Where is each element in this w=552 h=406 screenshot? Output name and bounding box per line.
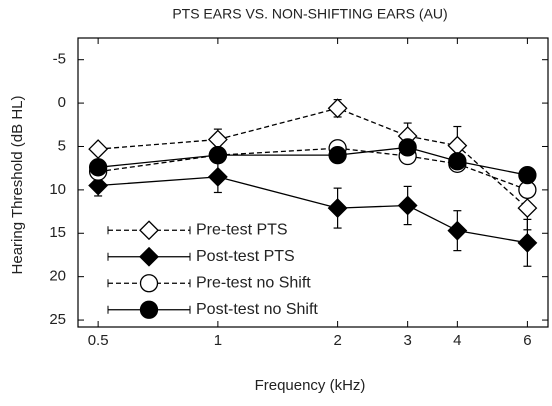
marker <box>397 195 418 216</box>
y-axis-label: Hearing Threshold (dB HL) <box>9 96 26 275</box>
chart-title: PTS EARS VS. NON-SHIFTING EARS (AU) <box>172 6 447 22</box>
marker <box>88 139 109 160</box>
marker <box>518 165 537 185</box>
marker <box>207 129 228 150</box>
y-tick-label: 0 <box>58 94 66 111</box>
x-tick-label: 3 <box>403 332 411 349</box>
marker <box>208 146 228 165</box>
series-line <box>98 176 528 244</box>
marker <box>398 138 417 157</box>
series-line <box>98 146 528 176</box>
marker <box>88 175 109 196</box>
legend-label: Pre-test no Shift <box>196 274 311 291</box>
marker <box>207 166 228 187</box>
x-tick-label: 0.5 <box>88 332 109 349</box>
marker <box>517 232 538 253</box>
x-tick-label: 1 <box>214 332 222 349</box>
x-axis-label: Frequency (kHz) <box>255 377 366 394</box>
y-tick-label: 20 <box>49 268 66 285</box>
plot-frame <box>77 37 549 328</box>
y-tick-label: 15 <box>49 224 66 241</box>
legend-label: Pre-test PTS <box>196 221 288 238</box>
marker <box>328 146 347 165</box>
x-tick-label: 4 <box>453 332 461 349</box>
marker <box>88 158 108 177</box>
marker <box>327 198 348 219</box>
legend-label: Post-test no Shift <box>196 301 318 318</box>
marker <box>517 198 538 219</box>
x-tick-label: 2 <box>333 332 341 349</box>
series-line <box>98 147 528 191</box>
marker <box>327 98 348 119</box>
marker <box>448 152 467 171</box>
series-line <box>98 107 528 209</box>
marker <box>447 220 468 241</box>
y-tick-label: -5 <box>53 51 66 68</box>
legend-marker <box>139 274 159 293</box>
legend-label: Post-test PTS <box>196 248 295 265</box>
x-tick-label: 6 <box>523 332 531 349</box>
legend-marker <box>139 220 159 241</box>
legend-marker <box>139 300 159 319</box>
y-tick-label: 10 <box>49 181 66 198</box>
legend-marker <box>139 246 159 267</box>
y-tick-label: 5 <box>58 137 66 154</box>
y-tick-label: 25 <box>49 311 66 328</box>
